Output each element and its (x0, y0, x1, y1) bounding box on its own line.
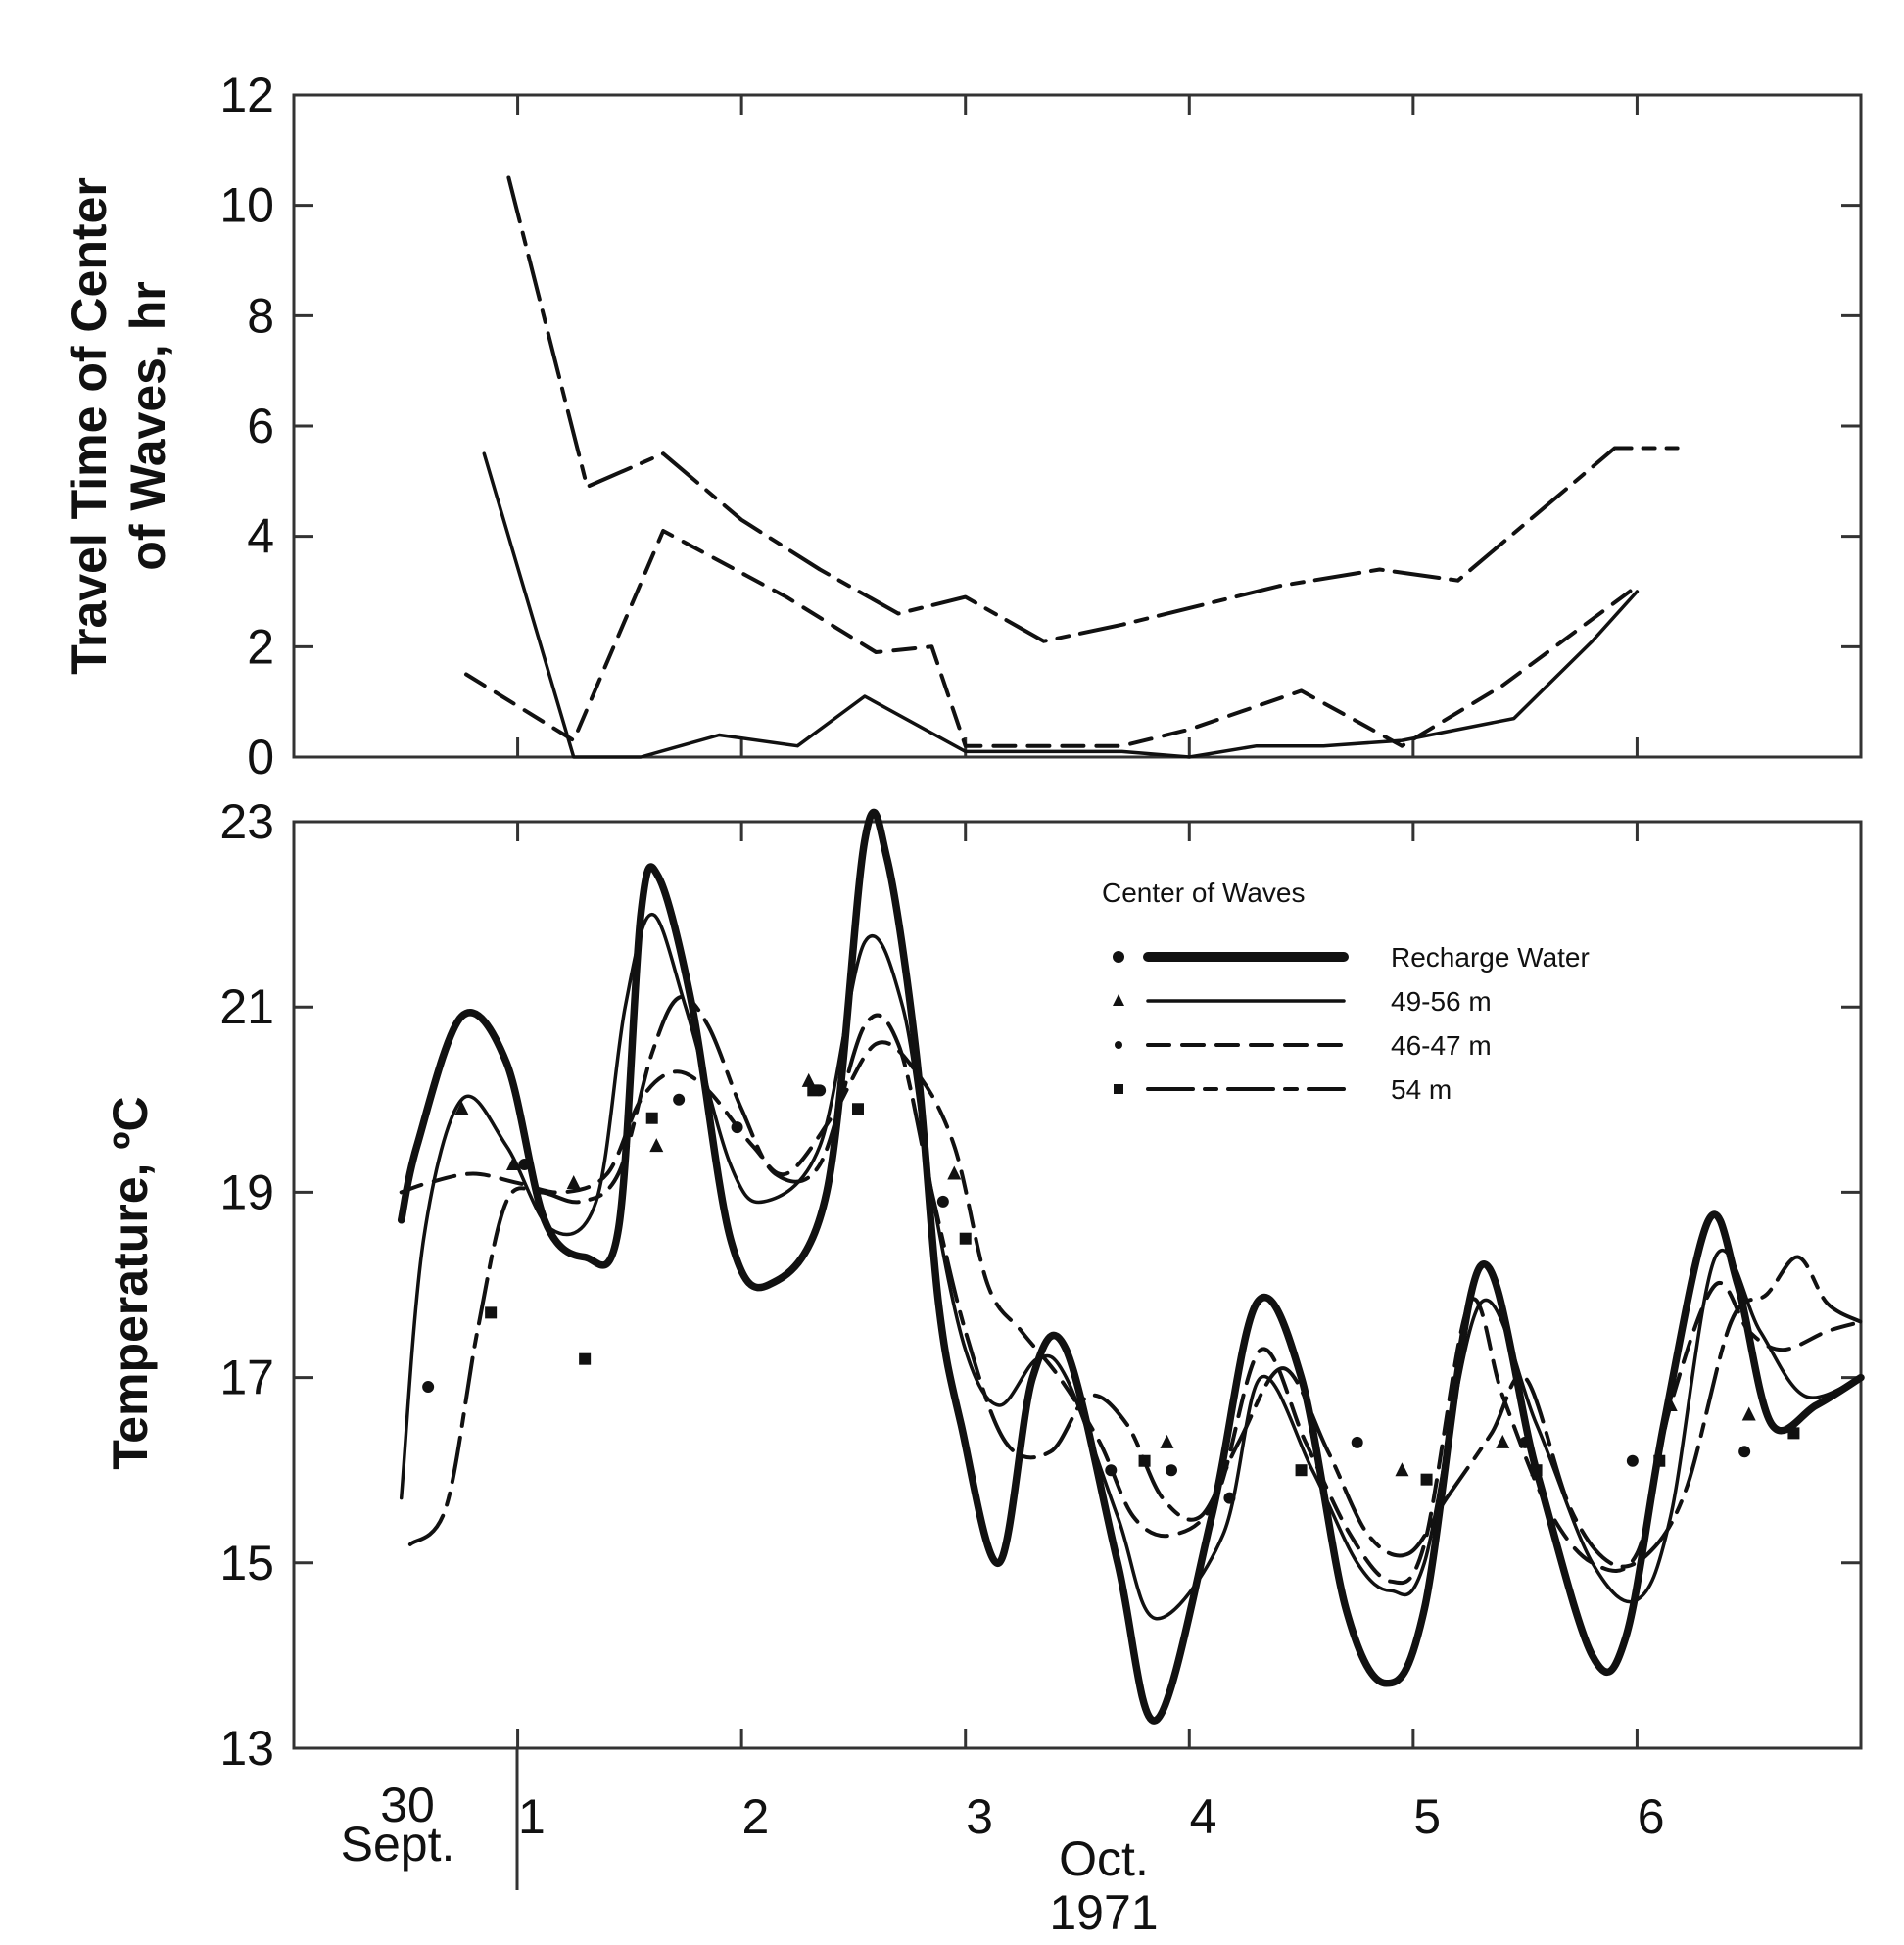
scatter-point-square (1653, 1454, 1666, 1467)
oct-day-label: 3 (966, 1789, 993, 1844)
year-label: 1971 (1049, 1885, 1158, 1940)
travel-time-plot-frame (292, 93, 1863, 759)
scatter-point-square (645, 1112, 658, 1124)
legend-label-m4956: 49-56 m (1391, 986, 1492, 1017)
y-tick-label: 8 (247, 288, 274, 343)
y-tick-label: 2 (247, 619, 274, 674)
scatter-point-triangle (947, 1165, 962, 1180)
scatter-point-circle (1351, 1436, 1363, 1448)
y-tick-label: 6 (247, 399, 274, 453)
scatter-point-circle (1223, 1492, 1236, 1504)
y-tick-label: 17 (219, 1351, 274, 1405)
y-tick-label: 19 (219, 1164, 274, 1219)
oct-day-label: 1 (518, 1789, 546, 1844)
legend-marker-m4956 (1113, 994, 1124, 1006)
scatter-point-square (807, 1084, 820, 1097)
scatter-point-triangle (566, 1174, 581, 1189)
scatter-point-circle (731, 1121, 743, 1134)
oct-day-label: 6 (1638, 1789, 1665, 1844)
y-tick-label: 13 (219, 1721, 274, 1776)
series-line-m54 (407, 994, 1863, 1569)
date-axis: 30 Sept. 1 2 3 4 5 6 Oct. 1971 (341, 1748, 1665, 1940)
y-tick-label: 10 (219, 178, 274, 233)
temperature-y-axis-title: Temperature, ºC (103, 1096, 158, 1469)
series-line-m4647 (399, 1040, 1863, 1586)
legend-marker-m4647 (1115, 1041, 1122, 1049)
legend: Center of Waves Recharge Water 49-56 m 46-… (1102, 878, 1590, 1105)
scatter-point-circle (1166, 1464, 1177, 1477)
scatter-point-circle (1626, 1454, 1639, 1467)
scatter-point-triangle (1741, 1406, 1756, 1421)
legend-label-m54: 54 m (1391, 1074, 1452, 1105)
scatter-point-circle (1519, 1436, 1532, 1448)
scatter-point-square (1295, 1464, 1308, 1477)
sept-day-label: 30 (380, 1778, 435, 1832)
temperature-panel: 13 15 17 19 21 23 Temperature, ºC Center of W… (103, 794, 1865, 1776)
scatter-point-circle (1738, 1446, 1751, 1458)
oct-day-labels: 1 2 3 4 5 6 (518, 1789, 1665, 1844)
oct-day-label: 5 (1413, 1789, 1441, 1844)
temperature-y-ticks: 13 15 17 19 21 23 (219, 794, 1861, 1776)
scatter-point-triangle (649, 1138, 664, 1153)
scatter-point-circle (1105, 1464, 1118, 1477)
scatter-point-triangle (801, 1072, 816, 1087)
series-line-longdash (506, 175, 1680, 643)
travel-time-panel: 0 2 4 6 8 10 12 Travel Time of Center of Waves… (62, 68, 1863, 784)
legend-label-recharge: Recharge Water (1391, 942, 1590, 972)
y-tick-label: 21 (219, 979, 274, 1034)
legend-title: Center of Waves (1102, 878, 1305, 908)
scatter-point-square (1138, 1454, 1151, 1467)
travel-time-y-ticks: 0 2 4 6 8 10 12 (219, 68, 1861, 784)
sept-month-label: Sept. (341, 1817, 455, 1872)
travel-time-x-ticks (516, 95, 1639, 757)
scatter-point-square (485, 1306, 498, 1319)
legend-entries: Recharge Water 49-56 m 46-47 m 54 m (1113, 942, 1590, 1105)
temperature-scatter-points (422, 1072, 1800, 1504)
y-tick-label: 4 (247, 509, 274, 564)
temperature-x-ticks (516, 822, 1639, 1748)
scatter-point-square (959, 1232, 972, 1245)
y-tick-label: 23 (219, 794, 274, 849)
scatter-point-triangle (506, 1157, 520, 1171)
oct-day-label: 4 (1190, 1789, 1217, 1844)
legend-label-m4647: 46-47 m (1391, 1030, 1492, 1061)
scatter-point-circle (422, 1381, 435, 1394)
series-line-solid (482, 451, 1640, 759)
scatter-point-square (1787, 1427, 1800, 1440)
scatter-point-triangle (1395, 1462, 1409, 1477)
scatter-point-triangle (1160, 1434, 1174, 1448)
oct-month-label: Oct. (1059, 1831, 1149, 1886)
y-tick-label: 12 (219, 68, 274, 122)
travel-time-series (464, 175, 1680, 759)
scatter-point-square (1530, 1464, 1543, 1477)
temperature-plot-frame (292, 820, 1863, 1750)
legend-marker-m54 (1114, 1084, 1123, 1094)
scatter-point-square (579, 1352, 592, 1365)
travel-time-y-axis-title-line-2: of Waves, hr (120, 281, 175, 570)
temperature-series (397, 808, 1865, 1725)
scatter-point-triangle (454, 1101, 469, 1115)
series-line-recharge (397, 808, 1865, 1725)
travel-time-y-axis-title-line-1: Travel Time of Center (62, 177, 117, 675)
scatter-point-circle (673, 1093, 686, 1106)
series-line-shortdash (464, 529, 1640, 748)
scatter-point-square (852, 1103, 864, 1115)
y-tick-label: 15 (219, 1536, 274, 1590)
legend-marker-recharge (1113, 951, 1124, 963)
scatter-point-circle (936, 1195, 949, 1208)
scatter-point-square (1420, 1473, 1433, 1486)
oct-day-label: 2 (742, 1789, 770, 1844)
scatter-point-circle (518, 1159, 531, 1171)
scatter-point-triangle (1496, 1434, 1510, 1448)
scatter-point-triangle (1663, 1397, 1678, 1411)
y-tick-label: 0 (247, 730, 274, 784)
